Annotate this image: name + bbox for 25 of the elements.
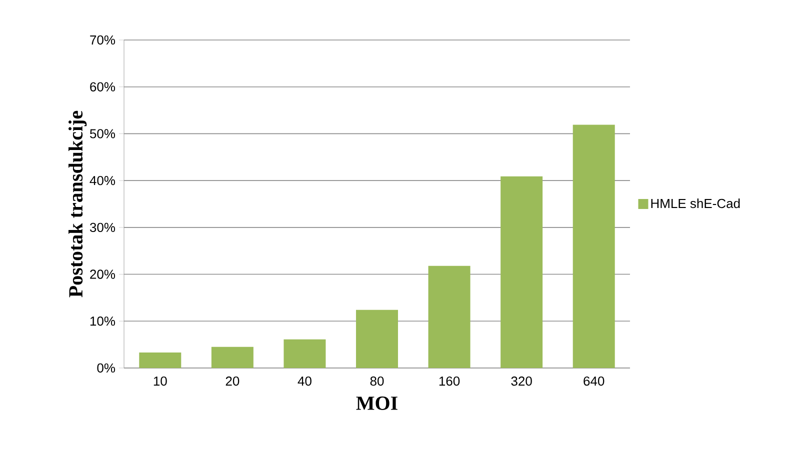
y-tick-label: 40%	[90, 176, 116, 186]
x-tick-label: 20	[226, 376, 240, 386]
bar	[572, 124, 615, 368]
y-tick-label: 10%	[90, 316, 116, 326]
x-axis-title: MOI	[356, 396, 398, 410]
x-tick-label: 320	[511, 376, 532, 386]
x-tick-label: 80	[370, 376, 384, 386]
x-tick-label: 640	[584, 376, 604, 386]
legend-label: HMLE shE-Cad	[651, 198, 740, 208]
bar	[500, 176, 543, 368]
y-tick-label: 30%	[90, 222, 116, 232]
y-tick-label: 70%	[90, 35, 116, 45]
y-tick-label: 60%	[90, 82, 116, 92]
x-tick-label: 40	[298, 376, 312, 386]
bar	[356, 310, 398, 368]
bar	[284, 339, 326, 368]
x-tick-label: 160	[439, 376, 460, 386]
bar	[211, 346, 254, 368]
x-tick-label: 10	[154, 376, 167, 386]
bar	[428, 266, 470, 368]
y-tick-label: 50%	[90, 129, 116, 138]
y-axis-title: Postotak transdukcije	[68, 110, 87, 298]
y-tick-label: 0%	[97, 363, 116, 373]
y-tick-label: 20%	[90, 270, 116, 279]
bar	[139, 352, 182, 368]
